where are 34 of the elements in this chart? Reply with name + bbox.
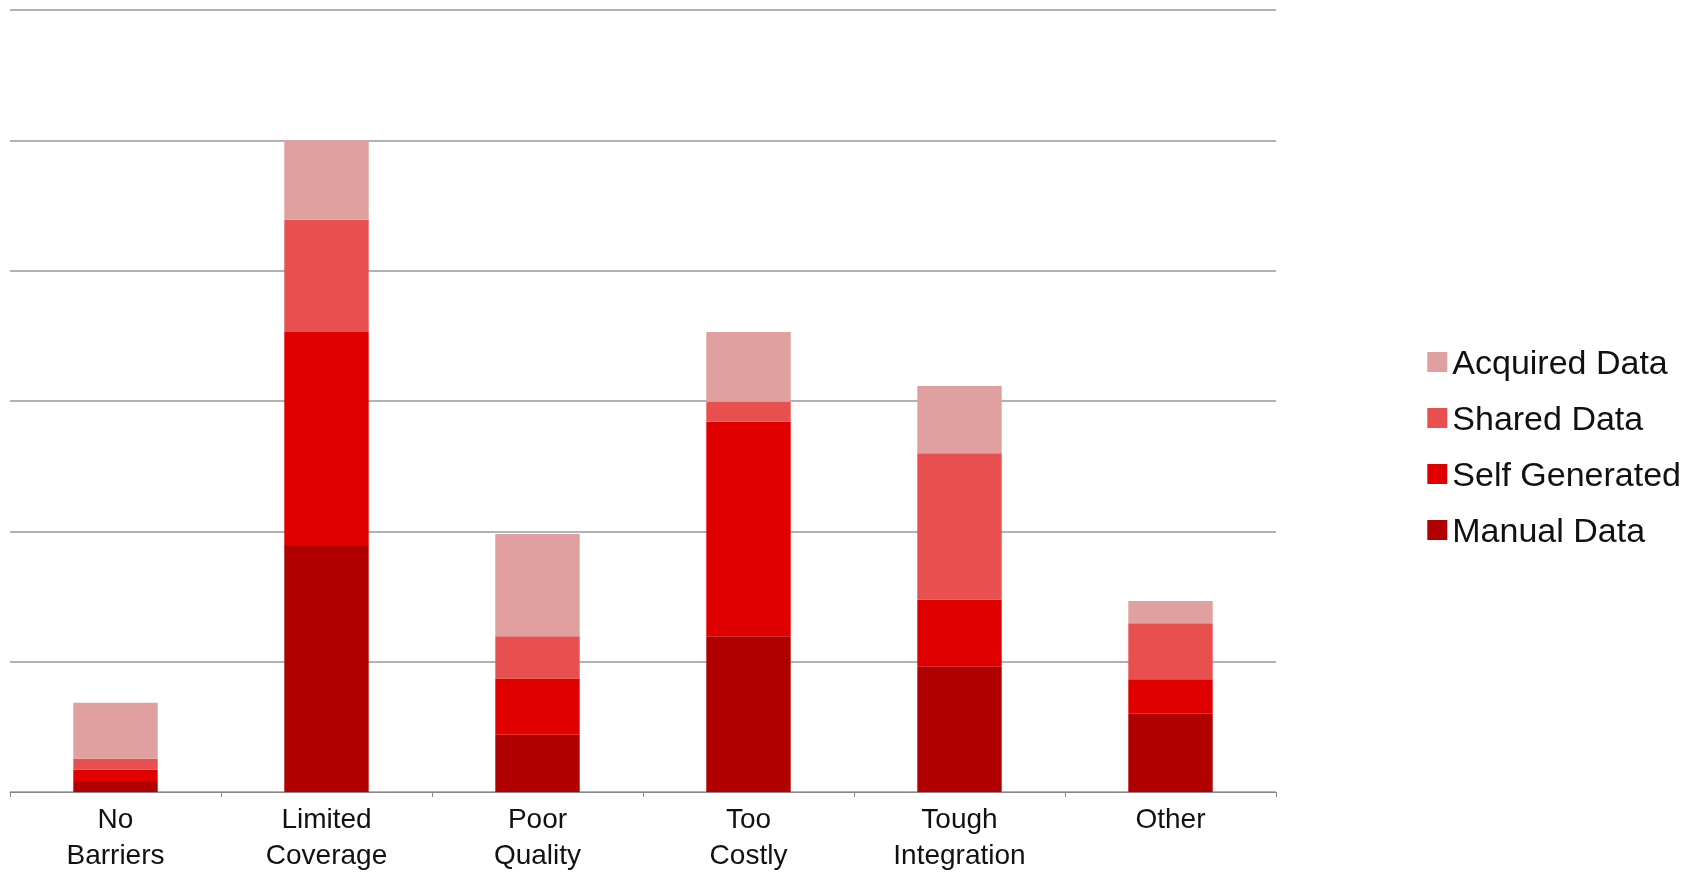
bar — [1128, 623, 1213, 680]
x-tick-label: Tough Integration — [893, 802, 1026, 870]
bar — [284, 219, 369, 332]
bar — [1128, 601, 1213, 624]
x-tick-label: No Barriers — [66, 802, 165, 870]
legend-label: Manual Data — [1452, 511, 1646, 549]
x-tick-label: Poor Quality — [493, 802, 582, 870]
bar — [917, 453, 1002, 600]
x-tick-label: Too Costly — [709, 802, 788, 870]
bar — [284, 545, 369, 792]
legend-label: Shared Data — [1452, 399, 1644, 437]
bar — [495, 734, 580, 792]
bar — [1128, 679, 1213, 714]
bar — [1128, 713, 1213, 792]
legend-label: Acquired Data — [1452, 343, 1668, 381]
bar — [706, 401, 791, 422]
bar — [706, 421, 791, 637]
bar — [73, 702, 158, 759]
bar — [284, 140, 369, 220]
bar — [73, 758, 158, 770]
legend-label: Self Generated — [1452, 455, 1681, 493]
bar — [917, 666, 1002, 792]
bar — [706, 331, 791, 402]
bar — [73, 780, 158, 792]
bar — [73, 769, 158, 781]
bar — [706, 636, 791, 792]
bar — [284, 331, 369, 546]
bar — [917, 386, 1002, 454]
x-tick-label: Limited Coverage — [265, 802, 388, 870]
x-tick-label: Other — [1135, 802, 1206, 834]
bar — [917, 599, 1002, 667]
bar — [495, 533, 580, 637]
bar — [495, 636, 580, 679]
bar — [495, 678, 580, 735]
